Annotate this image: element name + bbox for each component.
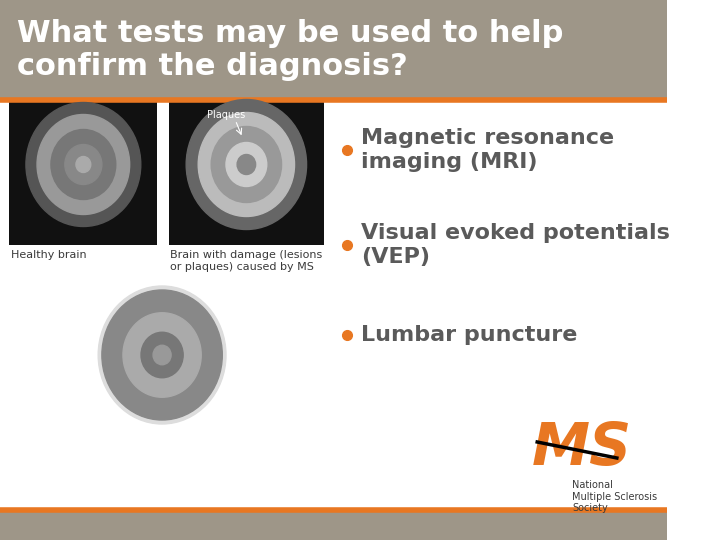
Text: Magnetic resonance
imaging (MRI): Magnetic resonance imaging (MRI) (361, 129, 614, 172)
Circle shape (198, 112, 294, 217)
Text: Visual evoked potentials
(VEP): Visual evoked potentials (VEP) (361, 224, 670, 267)
Circle shape (76, 157, 91, 172)
Text: Lumbar puncture: Lumbar puncture (361, 325, 577, 345)
Circle shape (51, 130, 116, 199)
Circle shape (237, 154, 256, 174)
Circle shape (26, 103, 141, 226)
Circle shape (123, 313, 201, 397)
Circle shape (98, 286, 226, 424)
Circle shape (153, 345, 171, 364)
Text: Healthy brain: Healthy brain (11, 250, 86, 260)
Text: MS: MS (531, 420, 631, 476)
Circle shape (65, 145, 102, 185)
Circle shape (37, 114, 130, 214)
Circle shape (226, 143, 266, 186)
Text: What tests may be used to help
confirm the diagnosis?: What tests may be used to help confirm t… (17, 19, 563, 82)
FancyBboxPatch shape (9, 100, 158, 245)
FancyBboxPatch shape (0, 510, 667, 540)
FancyBboxPatch shape (0, 100, 667, 510)
Circle shape (211, 126, 282, 202)
Text: Brain with damage (lesions
or plaques) caused by MS: Brain with damage (lesions or plaques) c… (171, 250, 323, 272)
Text: National
Multiple Sclerosis
Society: National Multiple Sclerosis Society (572, 480, 657, 513)
Circle shape (102, 290, 222, 420)
FancyBboxPatch shape (0, 0, 667, 100)
Text: Plaques: Plaques (207, 110, 246, 120)
FancyBboxPatch shape (168, 100, 324, 245)
Circle shape (186, 99, 307, 230)
Circle shape (141, 332, 183, 378)
